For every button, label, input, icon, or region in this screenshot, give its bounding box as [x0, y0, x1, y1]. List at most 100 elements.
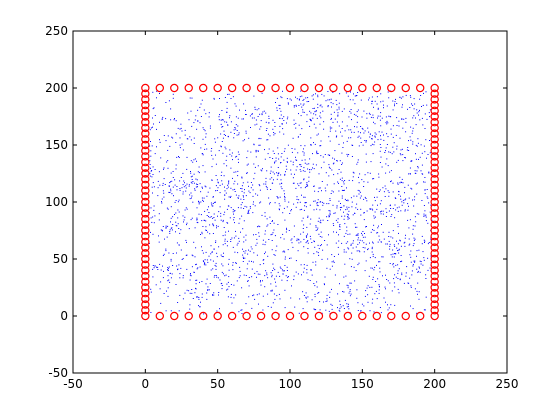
blue-dot	[188, 290, 190, 292]
blue-dot	[416, 193, 418, 195]
blue-dot	[405, 275, 407, 277]
blue-dot	[282, 90, 283, 92]
blue-dot	[364, 295, 366, 297]
red-circle-point	[430, 129, 439, 138]
blue-dot	[248, 209, 250, 211]
blue-dot	[236, 130, 238, 131]
blue-dot	[424, 189, 426, 191]
blue-dot	[329, 210, 331, 212]
blue-dot	[363, 110, 365, 112]
blue-dot	[165, 227, 167, 229]
blue-dot	[273, 293, 275, 295]
blue-dot	[407, 108, 408, 110]
blue-dot	[245, 114, 247, 115]
blue-dot	[413, 243, 415, 245]
blue-dot	[180, 127, 182, 129]
blue-dot	[347, 216, 348, 218]
blue-dot	[169, 182, 171, 184]
blue-dot	[277, 197, 279, 199]
blue-dot	[418, 158, 419, 160]
red-circle-point	[242, 83, 251, 93]
blue-dot	[230, 98, 232, 99]
blue-dot	[300, 145, 302, 147]
blue-dot	[219, 98, 220, 99]
blue-dot	[258, 184, 260, 186]
blue-dot	[427, 269, 429, 271]
blue-dot	[270, 166, 272, 168]
blue-dot	[307, 240, 309, 242]
blue-dot	[259, 281, 261, 283]
blue-dot	[281, 123, 283, 125]
blue-dot	[198, 297, 200, 298]
blue-dot	[366, 200, 368, 202]
blue-dot	[283, 133, 285, 135]
blue-dot	[368, 112, 370, 114]
blue-dot	[217, 182, 219, 184]
blue-dot	[204, 263, 206, 264]
blue-dot	[241, 177, 243, 179]
blue-dot	[191, 289, 193, 290]
blue-dot	[163, 192, 165, 194]
blue-dot	[363, 198, 365, 200]
blue-dot	[150, 231, 151, 233]
blue-dot	[172, 186, 174, 188]
blue-dot	[272, 232, 274, 234]
blue-dot	[313, 283, 315, 284]
blue-dot	[199, 281, 200, 283]
blue-dot	[370, 145, 372, 147]
blue-dot	[266, 187, 268, 189]
blue-dot	[190, 273, 191, 275]
blue-dot	[399, 182, 401, 184]
blue-dot	[175, 231, 176, 233]
blue-dot	[337, 181, 339, 183]
blue-dot	[350, 197, 352, 199]
blue-dot	[389, 171, 391, 173]
blue-dot	[310, 269, 312, 270]
red-circle-point	[285, 83, 295, 93]
blue-dot	[248, 190, 250, 192]
blue-dot	[380, 200, 382, 202]
blue-dot	[192, 298, 194, 299]
blue-dot	[268, 148, 270, 150]
blue-dot	[354, 212, 356, 214]
blue-dot	[400, 255, 402, 256]
blue-dot	[365, 260, 367, 262]
blue-dot	[358, 190, 360, 192]
blue-dot	[383, 134, 384, 136]
red-circle-point	[170, 83, 179, 93]
blue-dot	[352, 214, 354, 216]
blue-dot	[258, 108, 260, 110]
blue-dot	[248, 211, 249, 213]
blue-dot	[292, 177, 294, 179]
blue-dot	[241, 188, 243, 190]
blue-dot	[236, 134, 238, 136]
blue-dot	[386, 279, 388, 280]
blue-dot	[411, 132, 413, 134]
blue-dot	[299, 169, 301, 171]
blue-dot	[375, 133, 377, 135]
blue-dot	[367, 248, 369, 250]
blue-dot	[204, 185, 206, 187]
blue-dot	[181, 259, 183, 260]
blue-dot	[349, 282, 351, 284]
blue-dot	[198, 172, 200, 174]
blue-dot	[378, 235, 380, 237]
blue-dot	[385, 243, 387, 245]
blue-dot	[331, 308, 333, 310]
blue-dot	[387, 190, 389, 192]
blue-dot	[338, 200, 340, 202]
blue-dot	[308, 180, 310, 182]
blue-dot	[409, 173, 411, 175]
blue-dot	[226, 188, 228, 190]
blue-dot	[387, 122, 389, 124]
blue-dot	[338, 102, 340, 104]
blue-dot	[392, 182, 394, 184]
blue-dot	[199, 266, 201, 268]
blue-dot	[182, 298, 184, 300]
blue-dot	[324, 276, 326, 278]
blue-dot	[205, 136, 207, 138]
blue-dot	[314, 200, 316, 202]
blue-dot	[378, 225, 379, 227]
blue-dot	[423, 145, 425, 147]
blue-dot	[186, 208, 188, 210]
